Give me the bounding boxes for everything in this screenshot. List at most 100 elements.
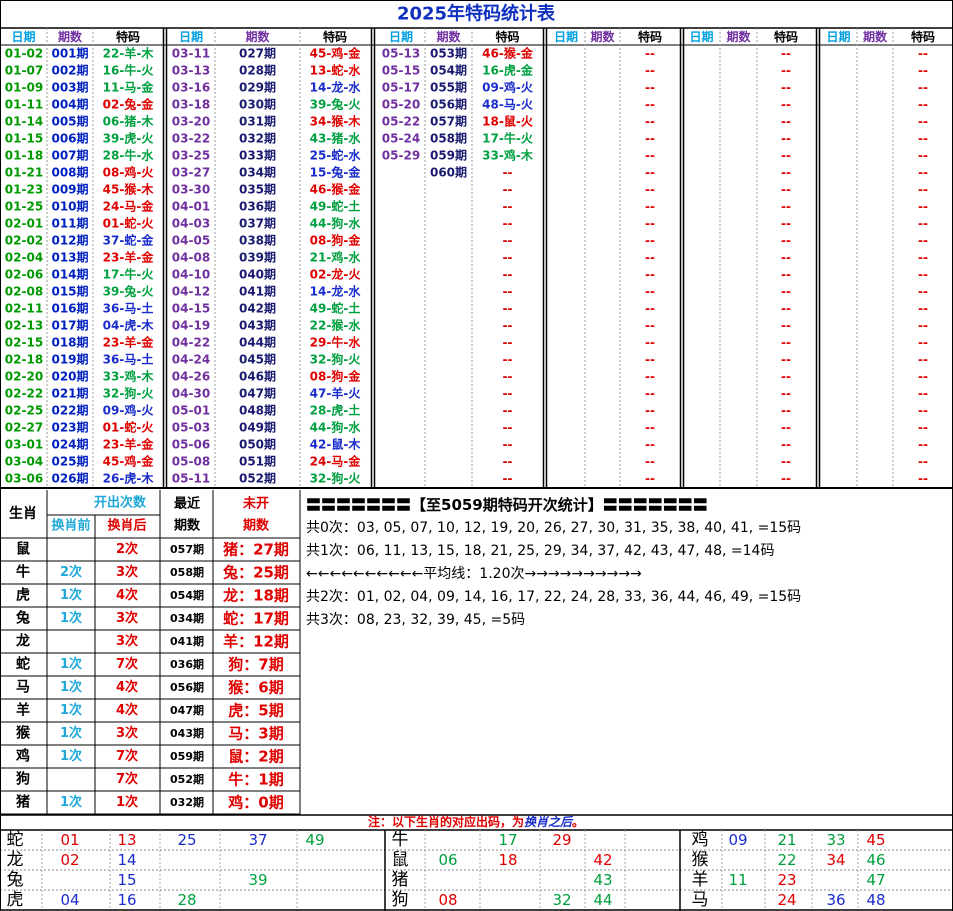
code: -- — [645, 302, 655, 316]
number: 22 — [777, 851, 796, 869]
code: -- — [781, 472, 791, 486]
period: 007期 — [51, 148, 88, 163]
code: -- — [781, 183, 791, 197]
period: 014期 — [51, 267, 88, 282]
number: 15 — [117, 871, 136, 889]
column-header: 期数 — [245, 29, 270, 44]
date: 04-08 — [172, 251, 210, 265]
recent-period: 058期 — [170, 565, 204, 579]
header: 换肖后 — [107, 518, 146, 534]
column-header: 日期 — [689, 29, 713, 44]
zodiac: 马 — [692, 890, 709, 910]
period: 037期 — [239, 216, 276, 231]
code: -- — [918, 438, 928, 452]
zodiac: 马 — [16, 680, 30, 696]
header: 换肖前 — [51, 518, 90, 534]
period: 060期 — [430, 165, 467, 180]
code: 43-猪-水 — [310, 131, 362, 146]
date: 02-13 — [5, 319, 43, 333]
count-after: 3次 — [116, 633, 138, 649]
code: -- — [918, 302, 928, 316]
count-after: 7次 — [116, 748, 138, 764]
period: 049期 — [239, 420, 276, 435]
code: -- — [781, 132, 791, 146]
code: -- — [503, 268, 513, 282]
period: 039期 — [239, 250, 276, 265]
period: 013期 — [51, 250, 88, 265]
number: 23 — [777, 871, 796, 889]
period: 053期 — [430, 46, 467, 61]
date: 05-17 — [382, 81, 420, 95]
code: 34-猴-木 — [310, 114, 362, 129]
number: 34 — [826, 851, 845, 869]
unopened: 龙：18期 — [222, 587, 289, 605]
code: 14-龙-水 — [310, 80, 362, 95]
note-part: 换肖之后 — [524, 815, 574, 829]
code: 01-蛇-火 — [103, 216, 155, 231]
code: 23-羊-金 — [103, 335, 155, 350]
period: 006期 — [51, 131, 88, 146]
code: -- — [918, 183, 928, 197]
code: 49-蛇-土 — [310, 301, 361, 316]
code: 24-马-金 — [310, 454, 362, 469]
zodiac: 狗 — [392, 890, 409, 910]
date: 05-01 — [172, 404, 210, 418]
code: -- — [503, 472, 513, 486]
code: -- — [645, 251, 655, 265]
period: 038期 — [239, 233, 276, 248]
zodiac: 牛 — [392, 830, 409, 850]
unopened: 鸡：0期 — [227, 794, 283, 812]
code: 33-鸡-木 — [482, 148, 534, 163]
number: 01 — [60, 831, 79, 849]
code: -- — [781, 421, 791, 435]
period: 033期 — [239, 148, 276, 163]
zodiac: 鼠 — [16, 541, 30, 558]
code: -- — [645, 98, 655, 112]
code: -- — [645, 438, 655, 452]
period: 051期 — [239, 454, 276, 469]
code: 02-龙-火 — [310, 267, 362, 282]
date: 03-04 — [5, 455, 43, 469]
date: 02-27 — [5, 421, 43, 435]
count-before: 1次 — [60, 610, 82, 626]
code: -- — [503, 353, 513, 367]
code: -- — [781, 319, 791, 333]
period: 016期 — [51, 301, 88, 316]
period: 045期 — [239, 352, 276, 367]
date: 04-05 — [172, 234, 210, 248]
recent-period: 032期 — [170, 795, 204, 809]
number: 28 — [177, 891, 196, 909]
period: 056期 — [430, 97, 467, 112]
code: 23-羊-金 — [103, 437, 155, 452]
code: -- — [503, 421, 513, 435]
date: 04-01 — [172, 200, 210, 214]
column-header: 日期 — [11, 29, 35, 44]
period: 021期 — [51, 386, 88, 401]
recent-period: 034期 — [170, 611, 204, 625]
count-after: 2次 — [116, 541, 138, 557]
number: 11 — [728, 871, 747, 889]
period: 010期 — [51, 199, 88, 214]
code: -- — [645, 234, 655, 248]
column-header: 期数 — [590, 29, 615, 44]
date: 05-13 — [382, 47, 420, 61]
date: 05-15 — [382, 64, 420, 78]
column-header: 期数 — [58, 29, 83, 44]
code: -- — [918, 353, 928, 367]
date: 05-24 — [382, 132, 420, 146]
zodiac: 鸡 — [692, 830, 709, 850]
code: -- — [918, 455, 928, 469]
code: 22-羊-木 — [103, 46, 155, 61]
code: 02-兔-金 — [103, 97, 155, 112]
zodiac: 牛 — [16, 564, 30, 581]
date: 02-22 — [5, 387, 43, 401]
zodiac: 羊 — [16, 702, 30, 719]
code: -- — [781, 336, 791, 350]
code: -- — [645, 421, 655, 435]
code: -- — [645, 387, 655, 401]
zodiac: 鸡 — [15, 748, 30, 765]
count-before: 1次 — [60, 587, 82, 603]
code: 21-鸡-水 — [310, 250, 362, 265]
recent-period: 036期 — [170, 657, 204, 671]
count-after: 1次 — [116, 794, 138, 810]
